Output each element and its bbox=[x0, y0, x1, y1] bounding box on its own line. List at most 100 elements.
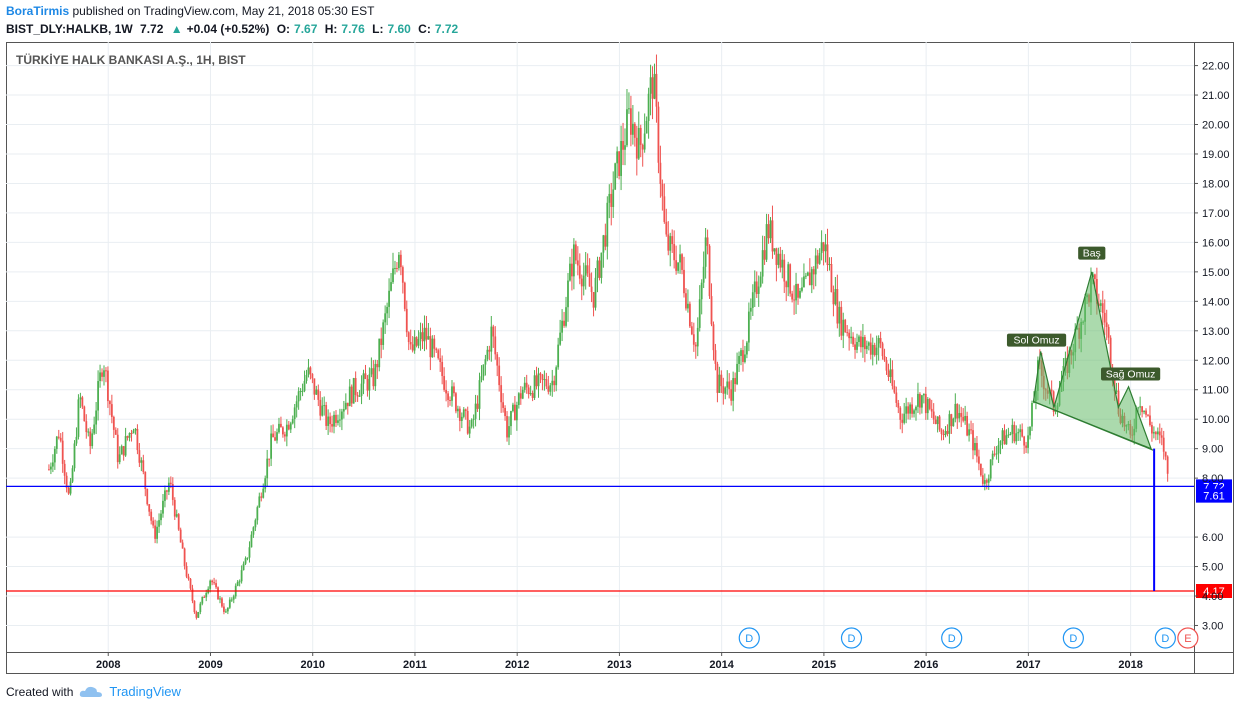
candle-body bbox=[639, 127, 642, 145]
candle-body bbox=[574, 244, 577, 261]
candle-body bbox=[107, 370, 109, 402]
candle-body bbox=[926, 398, 929, 414]
event-marker-label: D bbox=[848, 633, 856, 645]
candle-body bbox=[720, 374, 723, 387]
candle-body bbox=[854, 344, 856, 350]
candle-body bbox=[580, 278, 583, 287]
price-label-bg bbox=[1196, 488, 1232, 503]
candle-body bbox=[380, 338, 383, 345]
candle-body bbox=[797, 283, 799, 298]
candle-body bbox=[478, 380, 481, 409]
candle-body bbox=[211, 580, 214, 583]
candle-body bbox=[1162, 437, 1165, 452]
candle-body bbox=[793, 299, 795, 301]
candle-body bbox=[867, 342, 870, 346]
candle-body bbox=[101, 372, 103, 377]
candle-body bbox=[751, 292, 754, 308]
candle-body bbox=[838, 306, 841, 324]
candle-body bbox=[675, 260, 678, 271]
candle-body bbox=[757, 286, 760, 294]
candle-body bbox=[1011, 424, 1014, 434]
candle-body bbox=[877, 338, 880, 348]
event-marker-label: D bbox=[948, 633, 956, 645]
candle-body bbox=[388, 290, 390, 307]
candle-body bbox=[968, 429, 970, 436]
candle-body bbox=[460, 416, 463, 421]
candle-body bbox=[179, 529, 182, 543]
candle-body bbox=[488, 349, 491, 352]
candle-body bbox=[930, 408, 933, 412]
candle-body bbox=[144, 471, 147, 489]
candle-body bbox=[299, 391, 302, 393]
candle-body bbox=[116, 434, 119, 463]
candle-body bbox=[777, 253, 780, 265]
candle-body bbox=[525, 382, 528, 388]
time-tick-label: 2009 bbox=[198, 659, 222, 671]
candle-body bbox=[376, 363, 379, 368]
candle-body bbox=[875, 347, 878, 356]
chart-frame[interactable]: Sol Omuz Baş Sağ Omuz 7.72 4.17 7.61 22.00 21… bbox=[6, 42, 1234, 674]
candle-body bbox=[443, 376, 446, 390]
price-tick-label: 10.00 bbox=[1202, 414, 1230, 426]
candle-body bbox=[816, 255, 819, 264]
candle-body bbox=[828, 264, 831, 266]
candle-body bbox=[533, 375, 536, 398]
candle-body bbox=[254, 520, 257, 528]
candle-body bbox=[761, 250, 764, 277]
candle-body bbox=[268, 458, 271, 460]
candle-body bbox=[895, 392, 898, 403]
candle-body bbox=[327, 416, 330, 426]
candle-body bbox=[274, 437, 276, 441]
candle-body bbox=[1107, 326, 1110, 338]
candle-body bbox=[435, 348, 438, 351]
candle-body bbox=[539, 373, 542, 375]
candle-body bbox=[185, 565, 188, 577]
candle-body bbox=[386, 306, 389, 314]
candle-body bbox=[1019, 429, 1022, 433]
candle-body bbox=[108, 401, 111, 405]
author-name[interactable]: BoraTirmis bbox=[6, 4, 70, 18]
candle-body bbox=[565, 307, 567, 326]
candle-body bbox=[455, 393, 457, 412]
candle-body bbox=[616, 151, 619, 164]
candle-body bbox=[917, 393, 919, 407]
candle-body bbox=[964, 415, 967, 421]
candle-body bbox=[547, 386, 550, 392]
candle-body bbox=[978, 456, 980, 464]
time-axis: 2008 2009 2010 2011 2012 2013 2014 2015 2016 2017… bbox=[96, 652, 1143, 671]
event-marker bbox=[1062, 627, 1084, 649]
candle-body bbox=[527, 387, 530, 395]
candle-body bbox=[661, 183, 664, 197]
tradingview-link[interactable]: TradingView bbox=[109, 684, 181, 699]
candle-body bbox=[981, 475, 984, 484]
candle-body bbox=[987, 478, 990, 483]
price-tick-label: 15.00 bbox=[1202, 267, 1230, 279]
candle-body bbox=[1027, 435, 1029, 448]
candle-body bbox=[193, 600, 196, 613]
candle-body bbox=[346, 402, 349, 407]
candle-body bbox=[913, 410, 915, 414]
candle-body bbox=[995, 453, 998, 455]
candle-body bbox=[285, 424, 288, 437]
candle-body bbox=[795, 283, 797, 301]
candle-body bbox=[476, 403, 479, 409]
candle-body bbox=[1166, 456, 1169, 474]
candle-body bbox=[820, 242, 823, 254]
candle-body bbox=[99, 372, 101, 382]
candle-body bbox=[317, 389, 320, 400]
price-tick-label: 14.00 bbox=[1202, 296, 1230, 308]
candle-body bbox=[209, 580, 212, 589]
candle-body bbox=[140, 460, 143, 463]
candle-body bbox=[167, 482, 170, 492]
candle-body bbox=[626, 109, 628, 146]
candle-body bbox=[1029, 426, 1031, 436]
chart-title: TÜRKİYE HALK BANKASI A.Ş., 1H, BIST bbox=[16, 52, 246, 67]
candle-body bbox=[57, 436, 60, 438]
candle-body bbox=[378, 338, 381, 368]
candle-body bbox=[901, 419, 904, 423]
candle-body bbox=[114, 429, 117, 435]
candle-body bbox=[449, 399, 451, 401]
candle-body bbox=[590, 286, 593, 293]
published-text: published on TradingView.com, May 21, 20… bbox=[72, 4, 375, 18]
